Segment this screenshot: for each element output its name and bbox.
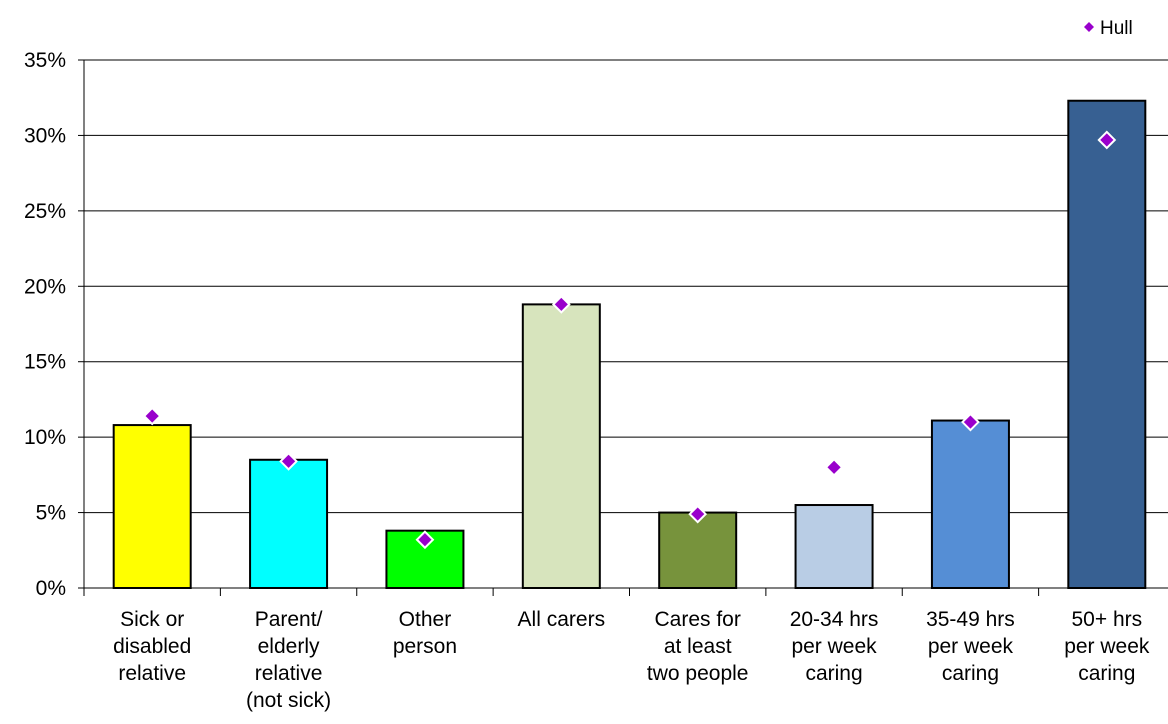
bar (249, 458, 329, 589)
category-label: 20-34 hrs per week caring (790, 608, 879, 685)
legend: Hull (1084, 18, 1133, 39)
bar (930, 419, 1010, 590)
y-tick-label: 15% (24, 351, 66, 374)
category-label: All carers (518, 608, 606, 631)
category-label: Cares for at least two people (647, 608, 749, 685)
y-tick-label: 0% (36, 577, 66, 600)
bar (794, 504, 874, 589)
category-label: 35-49 hrs per week caring (926, 608, 1015, 685)
category-label: Other person (393, 608, 457, 658)
legend-marker-diamond-icon (1084, 22, 1094, 32)
y-tick-label: 25% (24, 200, 66, 223)
hull-marker (1097, 130, 1117, 150)
hull-markers (142, 130, 1117, 550)
bar (521, 303, 601, 589)
y-tick-label: 5% (36, 502, 66, 525)
gridlines (84, 59, 1168, 514)
hull-marker (415, 530, 435, 550)
category-label: 50+ hrs per week caring (1064, 608, 1150, 685)
y-tick-label: 35% (24, 49, 66, 72)
y-tick-label: 30% (24, 124, 66, 147)
category-label: Sick or disabled relative (113, 608, 191, 685)
y-tick-label: 20% (24, 275, 66, 298)
hull-marker (551, 294, 571, 314)
hull-marker (961, 412, 980, 432)
y-tick-labels: 0% 5% 10% 15% 20% 25% 30% 35% (24, 49, 66, 600)
axes (78, 59, 1168, 596)
y-tick-label: 10% (24, 426, 66, 449)
category-label: Parent/elderly relative (not sick) (246, 608, 331, 712)
category-labels: Sick or disabled relative Parent/elderly rel… (113, 608, 1150, 712)
bars (112, 99, 1147, 590)
hull-marker (688, 504, 708, 524)
legend-label-hull: Hull (1100, 18, 1133, 39)
bar (112, 424, 192, 589)
bar (1067, 99, 1147, 590)
hull-marker (824, 457, 844, 477)
hull-marker (279, 451, 298, 471)
bar (658, 511, 738, 589)
hull-marker (142, 406, 162, 426)
